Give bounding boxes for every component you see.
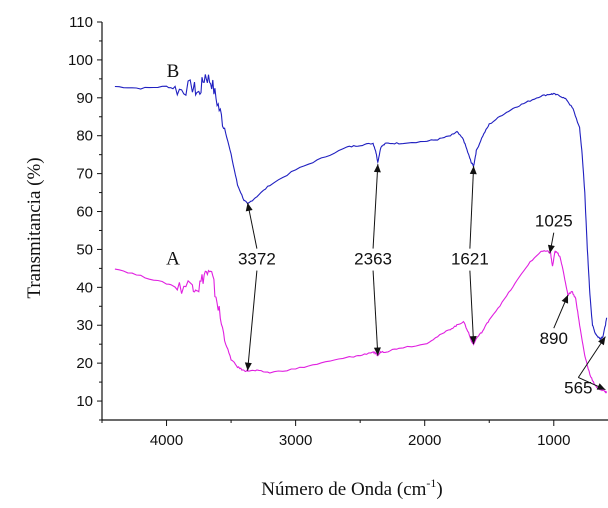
y-tick-label: 20	[76, 355, 93, 372]
series-label-B: B	[167, 61, 180, 82]
peak-arrow-line	[577, 336, 606, 378]
x-tick-label: 2000	[408, 432, 441, 449]
peak-arrow-line	[469, 166, 475, 249]
peak-arrow-line	[372, 270, 379, 356]
peak-label-890: 890	[540, 329, 568, 348]
y-tick-label: 60	[76, 204, 93, 221]
peak-arrow-head	[469, 166, 477, 175]
x-tick-label: 4000	[150, 432, 183, 449]
peak-arrow-head	[598, 336, 606, 346]
peak-label-1621: 1621	[451, 250, 489, 269]
peak-label-2363: 2363	[354, 250, 392, 269]
x-tick-label: 1000	[537, 432, 570, 449]
x-axis-title-superscript: -1	[426, 476, 436, 490]
series-line-A	[114, 249, 608, 394]
axes: 10 20 30 40 50 60 70 80 90 100 110 4000 3000 2000 1000	[68, 14, 608, 449]
x-axis-title-main: Número de Onda (cm	[261, 479, 426, 500]
peak-label-565: 565	[564, 378, 592, 397]
y-tick-label: 80	[76, 128, 93, 145]
peak-arrow-head	[469, 336, 477, 345]
peak-label-1025: 1025	[535, 212, 573, 231]
y-tick-label: 30	[76, 317, 93, 334]
y-axis-title: Transmitancia (%)	[24, 157, 45, 298]
x-axis-title-end: )	[436, 479, 442, 500]
peak-arrow-head	[373, 347, 381, 356]
annotations: B A 3372 2363 1621 1025 890 565	[166, 61, 606, 397]
series-label-A: A	[166, 249, 180, 270]
y-tick-label: 10	[76, 393, 93, 410]
plot-area	[114, 74, 608, 394]
peak-arrow-head	[373, 164, 381, 173]
peak-arrow-line	[469, 270, 475, 345]
y-tick-label: 100	[68, 52, 93, 69]
x-axis-title: Número de Onda (cm-1)	[261, 476, 442, 500]
y-tick-label: 50	[76, 241, 93, 258]
peak-arrow-head	[244, 362, 252, 371]
y-tick-label: 90	[76, 90, 93, 107]
peak-arrow-head	[547, 244, 555, 254]
peak-arrow-head	[561, 294, 569, 304]
x-tick-label: 3000	[279, 432, 312, 449]
peak-arrow-head	[245, 202, 253, 212]
peak-arrow-head	[596, 383, 606, 390]
y-tick-label: 40	[76, 279, 93, 296]
peak-arrow-line	[372, 164, 379, 249]
y-tick-label: 110	[69, 14, 93, 31]
y-tick-label: 70	[76, 166, 93, 183]
series-line-B	[114, 74, 608, 341]
peak-arrow-line	[247, 270, 258, 371]
peak-label-3372: 3372	[238, 250, 276, 269]
